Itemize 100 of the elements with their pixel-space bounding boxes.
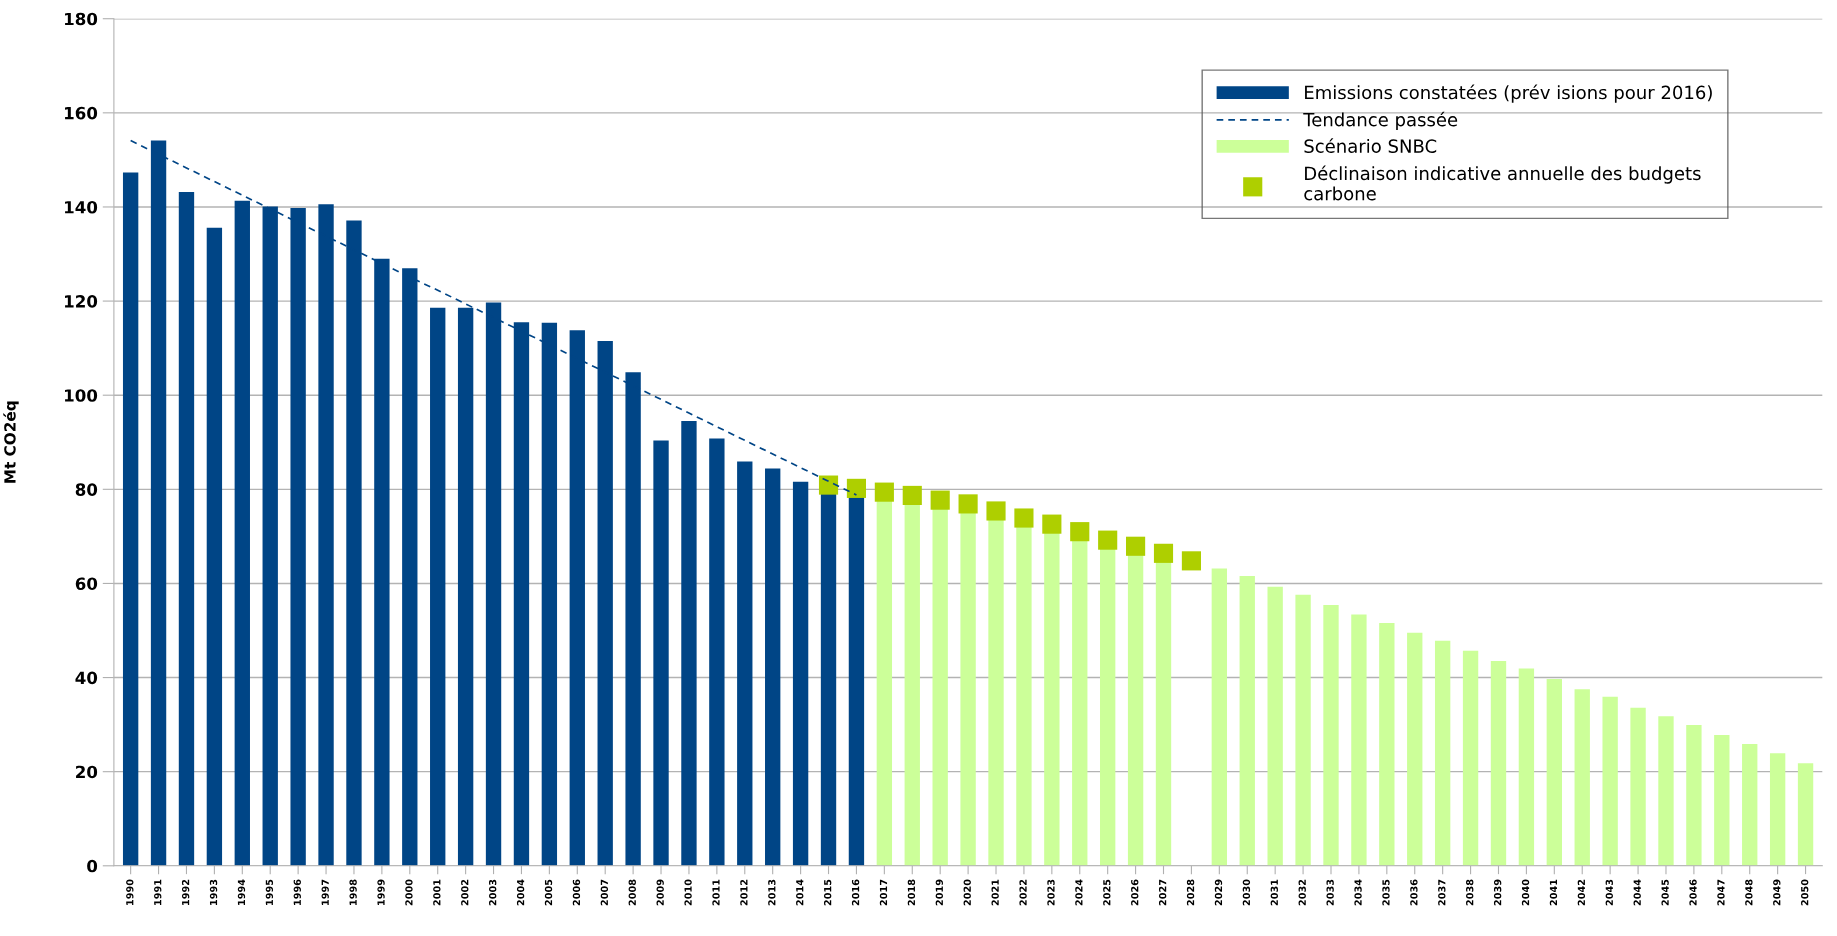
x-tick-label: 2009: [656, 879, 664, 906]
y-tick-label: 40: [75, 671, 98, 685]
x-tick-label: 2047: [1717, 879, 1725, 906]
bar: [178, 191, 195, 866]
bar: [765, 468, 781, 866]
x-tick-label: 2025: [1103, 879, 1111, 906]
bar: [1490, 661, 1507, 866]
point: [930, 490, 950, 510]
y-tick-label: 140: [65, 200, 98, 214]
x-tick-label: 2043: [1605, 879, 1613, 906]
bar: [1351, 614, 1367, 866]
bar: [792, 481, 809, 866]
x-tick-label: 2044: [1633, 879, 1641, 906]
bar: [1630, 707, 1646, 866]
bar: [737, 461, 753, 866]
bar: [1100, 547, 1116, 866]
bar: [1658, 716, 1674, 866]
x-tick-label: 2022: [1019, 879, 1027, 906]
x-tick-label: 1995: [265, 879, 274, 905]
bar: [1379, 622, 1395, 866]
x-tick-label: 2018: [907, 879, 916, 906]
bar: [1769, 753, 1786, 866]
bar: [820, 492, 837, 866]
x-tick-label: 2021: [991, 879, 999, 906]
x-tick-label: 1991: [154, 879, 162, 905]
x-tick-label: 2001: [433, 879, 441, 906]
x-tick-label: 2049: [1773, 879, 1781, 906]
x-tick-label: 2005: [544, 879, 553, 906]
x-tick-label: 2002: [461, 879, 469, 906]
x-tick-label: 2028: [1186, 879, 1195, 906]
x-tick-label: 1996: [293, 879, 301, 905]
x-tick-label: 2027: [1158, 879, 1167, 906]
bar: [988, 518, 1004, 866]
legend-label: Tendance passée: [1303, 111, 1458, 130]
x-tick-label: 2046: [1689, 879, 1697, 906]
legend-label: Scénario SNBC: [1304, 138, 1437, 153]
y-tick-label: 180: [65, 12, 98, 26]
x-tick-label: 2050: [1801, 879, 1809, 906]
y-tick-label: 120: [65, 295, 98, 308]
bar: [709, 438, 725, 866]
bar: [1434, 640, 1451, 866]
y-tick-label: 60: [75, 577, 98, 591]
x-tick-label: 2029: [1214, 879, 1223, 906]
bar: [122, 172, 139, 866]
bar: [1742, 743, 1758, 866]
x-tick-label: 2033: [1326, 879, 1334, 906]
x-tick-label: 2036: [1410, 879, 1418, 906]
bar: [1714, 734, 1730, 866]
point: [958, 494, 978, 514]
y-tick-label: 80: [75, 483, 98, 496]
point: [1042, 514, 1062, 534]
bar: [1797, 763, 1814, 866]
x-tick-label: 1990: [126, 879, 134, 905]
bar: [1267, 586, 1283, 866]
y-tick-label: 100: [65, 389, 98, 402]
bar: [1155, 561, 1172, 866]
bar: [1518, 668, 1535, 866]
x-tick-label: 2015: [823, 879, 832, 906]
y-tick-label: 160: [65, 106, 98, 120]
x-tick-label: 2007: [600, 879, 609, 906]
x-tick-label: 1994: [237, 879, 246, 905]
legend-label: Déclinaison indicative annuelle des budgets carbone: [1304, 165, 1701, 201]
x-tick-label: 1997: [321, 879, 329, 905]
x-tick-label: 2012: [740, 879, 748, 906]
point: [986, 501, 1006, 521]
x-tick-label: 2003: [489, 879, 497, 906]
bar: [1016, 525, 1032, 866]
bar: [1574, 689, 1590, 866]
bar: [1323, 605, 1339, 866]
bar: [904, 503, 920, 866]
x-tick-label: 1993: [209, 879, 218, 905]
point: [1181, 551, 1201, 571]
point: [846, 478, 867, 498]
x-tick-label: 1999: [377, 879, 385, 905]
x-tick-label: 2032: [1298, 879, 1306, 906]
x-tick-label: 2010: [684, 879, 692, 906]
x-tick-label: 2013: [768, 879, 776, 906]
point: [902, 485, 922, 506]
point: [1126, 536, 1146, 556]
x-tick-label: 2034: [1354, 879, 1362, 906]
x-tick-label: 2019: [935, 879, 943, 906]
x-tick-label: 2000: [405, 879, 413, 906]
bar: [960, 511, 976, 866]
bar: [1211, 568, 1228, 866]
point: [874, 482, 894, 502]
bar: [1239, 575, 1255, 866]
point: [1014, 508, 1034, 528]
y-axis-title: Mt CO2éq: [3, 401, 19, 483]
bar: [430, 307, 446, 866]
point: [1070, 522, 1090, 542]
x-tick-label: 2024: [1075, 879, 1083, 906]
x-tick-label: 1998: [349, 879, 357, 905]
x-tick-label: 2020: [963, 879, 971, 906]
bar: [1295, 594, 1311, 866]
bar: [1127, 555, 1144, 866]
legend-label: Emissions constatées (prév isions pour 2016): [1305, 84, 1712, 103]
x-tick-label: 2039: [1493, 879, 1502, 906]
x-tick-label: 2016: [851, 879, 860, 906]
y-tick-label: 20: [76, 765, 98, 779]
x-tick-label: 2023: [1047, 879, 1055, 906]
